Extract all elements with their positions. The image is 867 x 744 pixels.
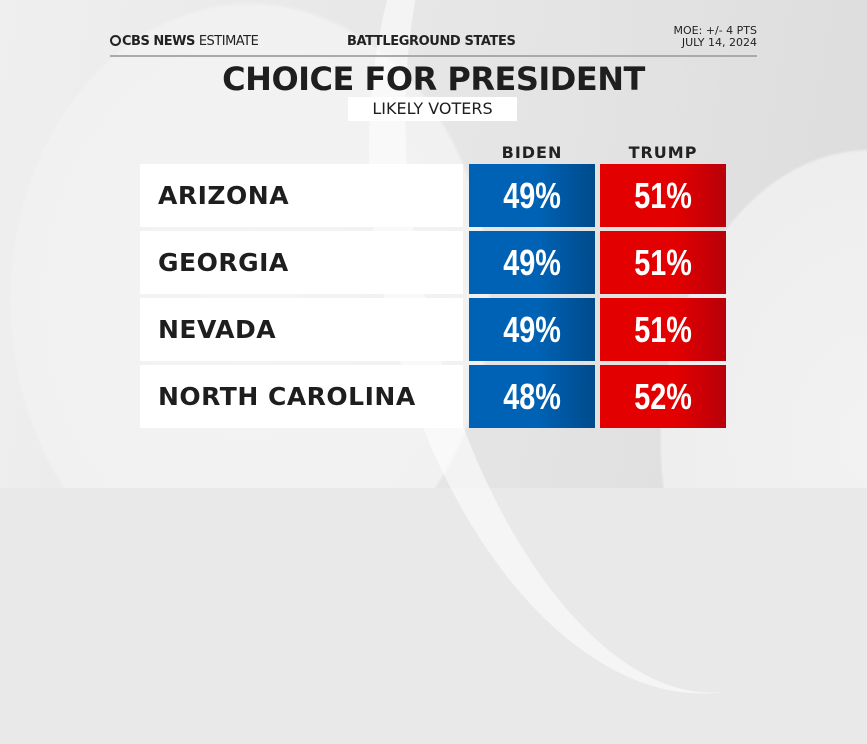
column-header-biden: BIDEN xyxy=(501,143,563,162)
biden-cell: 49% xyxy=(469,164,595,227)
biden-value: 49% xyxy=(503,175,561,216)
state-label: ARIZONA xyxy=(140,164,463,227)
moe-date: MOE: +/- 4 PTS JULY 14, 2024 xyxy=(673,25,757,49)
chart-title: CHOICE FOR PRESIDENT xyxy=(222,60,645,98)
biden-value: 49% xyxy=(503,242,561,283)
date: JULY 14, 2024 xyxy=(681,36,757,49)
trump-value: 51% xyxy=(634,242,692,283)
divider xyxy=(110,55,757,57)
cbs-news-logo: CBS NEWS ESTIMATE xyxy=(110,34,259,49)
brand-suffix: ESTIMATE xyxy=(198,34,259,49)
state-label: NORTH CAROLINA xyxy=(140,365,463,428)
biden-value: 49% xyxy=(503,309,561,350)
section-label: BATTLEGROUND STATES xyxy=(347,34,516,49)
state-label: GEORGIA xyxy=(140,231,463,294)
brand: CBS NEWS xyxy=(122,34,195,49)
state-label: NEVADA xyxy=(140,298,463,361)
chart-subtitle: LIKELY VOTERS xyxy=(348,97,517,121)
trump-cell: 51% xyxy=(600,231,726,294)
column-header-trump: TRUMP xyxy=(628,143,698,162)
trump-value: 52% xyxy=(634,376,692,417)
trump-cell: 51% xyxy=(600,164,726,227)
trump-cell: 51% xyxy=(600,298,726,361)
trump-cell: 52% xyxy=(600,365,726,428)
biden-value: 48% xyxy=(503,376,561,417)
cbs-eye-icon xyxy=(110,35,121,46)
trump-value: 51% xyxy=(634,309,692,350)
biden-cell: 48% xyxy=(469,365,595,428)
biden-cell: 49% xyxy=(469,231,595,294)
moe: MOE: +/- 4 PTS xyxy=(673,24,757,37)
biden-cell: 49% xyxy=(469,298,595,361)
trump-value: 51% xyxy=(634,175,692,216)
